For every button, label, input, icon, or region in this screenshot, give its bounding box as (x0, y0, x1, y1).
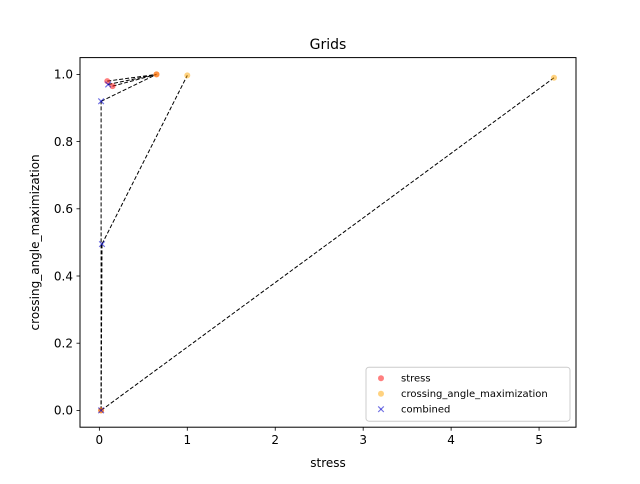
legend-label-crossing_angle_maximization: crossing_angle_maximization (401, 389, 548, 400)
y-tick-label: 0.2 (54, 337, 73, 351)
x-axis-label: stress (310, 456, 346, 470)
connector-line-2 (108, 73, 157, 85)
legend: stress crossing_angle_maximizationcombine… (365, 366, 571, 422)
y-tick-label: 0.4 (54, 269, 73, 283)
connector-line-1 (112, 73, 157, 87)
legend-box (365, 366, 571, 422)
y-tick-label: 1.0 (54, 68, 73, 82)
x-tick-label: 2 (271, 433, 279, 447)
point-combined-3 (97, 407, 105, 414)
legend-marker-combined (377, 405, 385, 413)
x-tick-label: 5 (535, 433, 543, 447)
legend-marker-crossing_angle_maximization (378, 390, 384, 397)
legend-label-stress: stress (401, 374, 431, 385)
y-tick-label: 0.6 (54, 202, 73, 216)
axes-frame (79, 57, 577, 428)
connector-line-4 (101, 75, 188, 245)
point-stress-2 (109, 83, 116, 90)
x-tick-label: 4 (447, 433, 455, 447)
connector-line-0 (107, 73, 157, 82)
point-combined-1 (97, 98, 105, 105)
legend-label-combined: combined (401, 405, 450, 416)
connector-line-7 (100, 244, 103, 411)
point-crossing_angle_maximization-0 (153, 71, 160, 78)
x-tick-label: 1 (183, 433, 191, 447)
point-combined-0 (104, 81, 112, 88)
legend-marker-stress (378, 375, 384, 382)
x-tick-label: 0 (96, 433, 104, 447)
connector-line-5 (100, 77, 555, 411)
point-crossing_angle_maximization-1 (184, 72, 191, 79)
point-crossing_angle_maximization-2 (551, 74, 558, 81)
point-combined-2 (98, 240, 106, 248)
y-axis-label: crossing_angle_maximization (28, 154, 42, 330)
y-tick-label: 0.0 (54, 404, 73, 418)
chart-title: Grids (310, 37, 347, 53)
x-tick-label: 3 (359, 433, 367, 447)
y-tick-label: 0.8 (54, 135, 73, 149)
connector-line-3 (100, 73, 157, 102)
